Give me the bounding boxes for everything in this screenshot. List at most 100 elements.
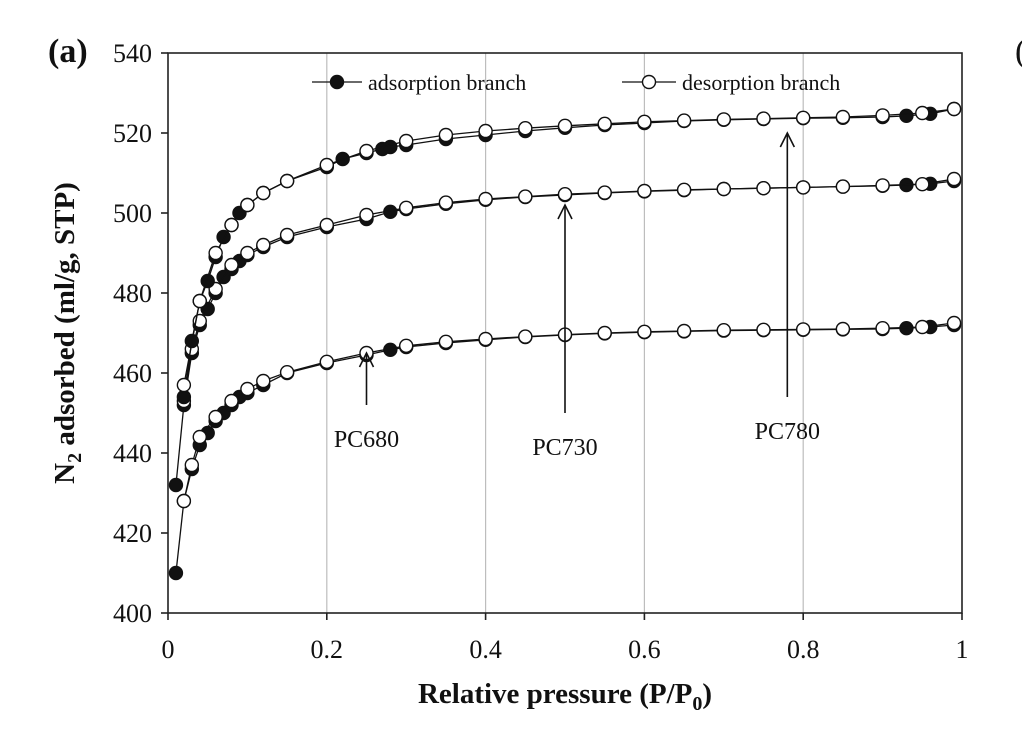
- x-tick-label-1: 0.2: [311, 635, 344, 664]
- point-pc730-desorption-2: [875, 178, 890, 193]
- annotation-label-pc780: PC780: [755, 419, 820, 445]
- point-pc780-desorption-22: [192, 293, 207, 309]
- point-pc780-desorption-7: [676, 113, 692, 128]
- legend-item-adsorption: adsorption branch: [312, 70, 526, 95]
- series-line-pc780-desorption: [183, 108, 955, 386]
- point-pc780-desorption-12: [478, 123, 493, 139]
- y-tick-label-1: 420: [113, 519, 152, 548]
- x-axis-title: Relative pressure (P/P0): [418, 678, 712, 715]
- point-pc680-desorption-12: [478, 331, 493, 347]
- clipped-panel-paren: (: [1015, 33, 1022, 70]
- point-pc680-desorption-8: [637, 324, 652, 339]
- point-pc680-desorption-24: [176, 493, 192, 509]
- point-pc680-desorption-23: [184, 457, 200, 473]
- point-pc730-desorption-19: [240, 245, 255, 261]
- point-pc680-desorption-5: [756, 322, 771, 337]
- point-pc730-desorption-10: [557, 186, 573, 202]
- point-pc730-desorption-12: [478, 191, 493, 207]
- annotation-label-pc730: PC730: [532, 435, 597, 461]
- legend: adsorption branch desorption branch: [312, 70, 840, 95]
- point-pc780-desorption-15: [359, 143, 374, 159]
- legend-marker-0: [329, 74, 345, 90]
- point-pc780-desorption-19: [240, 197, 255, 213]
- point-pc680-desorption-7: [676, 323, 692, 339]
- point-pc680-desorption-14: [399, 338, 414, 353]
- legend-label-1: desorption branch: [682, 70, 840, 95]
- point-pc780-desorption-13: [438, 127, 454, 143]
- annotation-pc730: PC730: [532, 203, 598, 461]
- point-pc780-desorption-23: [176, 377, 192, 393]
- point-pc730-desorption-5: [756, 180, 771, 196]
- point-pc780-desorption-2: [875, 108, 890, 123]
- panel-label: (a): [48, 33, 88, 70]
- annotation-arrow-head-1: [557, 203, 573, 220]
- point-pc680-desorption-9: [597, 325, 612, 341]
- point-pc780-adsorption-5: [216, 229, 231, 245]
- point-pc680-desorption-2: [875, 321, 890, 336]
- point-pc680-desorption-1: [915, 319, 930, 335]
- point-pc730-desorption-4: [796, 180, 811, 195]
- series-line-pc780-adsorption: [183, 108, 955, 398]
- y-tick-label-2: 440: [113, 439, 152, 468]
- point-pc780-desorption-10: [557, 118, 573, 134]
- point-pc780-desorption-20: [224, 217, 239, 233]
- point-pc680-desorption-6: [716, 323, 731, 338]
- annotation-arrow-head-0: [358, 351, 375, 368]
- point-pc780-desorption-9: [597, 116, 612, 132]
- point-pc680-desorption-11: [518, 329, 533, 344]
- point-pc730-desorption-16: [319, 217, 334, 233]
- annotation-arrow-head-2: [779, 131, 796, 148]
- legend-marker-1: [641, 74, 657, 90]
- point-pc730-desorption-13: [438, 195, 454, 210]
- point-pc780-adsorption-29: [899, 108, 914, 124]
- point-pc680-desorption-22: [192, 429, 207, 445]
- point-pc780-desorption-11: [518, 120, 533, 136]
- point-pc680-desorption-21: [208, 409, 223, 425]
- point-pc780-desorption-8: [637, 114, 652, 130]
- point-pc730-desorption-17: [279, 227, 295, 243]
- point-pc730-desorption-6: [716, 181, 731, 197]
- point-pc680-desorption-3: [835, 321, 851, 337]
- point-pc680-adsorption-0: [168, 565, 184, 581]
- x-tick-label-3: 0.6: [628, 635, 661, 664]
- point-pc780-desorption-5: [756, 111, 771, 126]
- point-pc780-desorption-3: [835, 109, 851, 125]
- point-pc680-desorption-20: [224, 393, 239, 409]
- x-tick-label-5: 1: [956, 635, 969, 664]
- series-pc780-desorption: [176, 101, 962, 393]
- series-pc730-desorption: [176, 171, 962, 409]
- point-pc680-desorption-13: [438, 334, 454, 349]
- point-pc730-desorption-20: [224, 257, 239, 273]
- point-pc680-desorption-16: [319, 354, 334, 369]
- point-pc730-desorption-8: [637, 183, 652, 199]
- plot-area-frame: [167, 52, 963, 614]
- point-pc730-desorption-14: [399, 200, 414, 216]
- annotation-pc680: PC680: [334, 351, 399, 453]
- y-tick-label-3: 460: [113, 359, 152, 388]
- series-pc780-adsorption: [176, 101, 962, 405]
- point-pc730-desorption-15: [359, 207, 374, 223]
- point-pc780-desorption-1: [915, 105, 930, 121]
- annotation-pc780: PC780: [755, 131, 820, 445]
- point-pc680-desorption-19: [240, 381, 255, 397]
- point-pc780-adsorption-0: [176, 389, 192, 405]
- point-pc780-desorption-14: [399, 133, 414, 149]
- point-pc780-desorption-21: [208, 245, 223, 261]
- point-pc780-adsorption-15: [383, 139, 398, 155]
- x-tick-label-4: 0.8: [787, 635, 820, 664]
- annotation-label-pc680: PC680: [334, 427, 399, 453]
- series-pc680-desorption: [176, 315, 962, 509]
- point-pc780-desorption-16: [319, 157, 334, 173]
- point-pc680-desorption-17: [279, 365, 295, 380]
- point-pc780-desorption-6: [716, 112, 731, 127]
- y-tick-label-6: 520: [113, 119, 152, 148]
- point-pc730-desorption-1: [915, 176, 930, 192]
- point-pc730-desorption-11: [518, 189, 533, 204]
- point-pc730-desorption-18: [256, 237, 271, 253]
- y-axis-title: N2 adsorbed (ml/g, STP): [49, 182, 86, 484]
- axis-ticks: 400 420 440 460 480 500 520 540 0 0.2 0.4 0.6 0.8 1: [113, 39, 969, 664]
- y-tick-label-4: 480: [113, 279, 152, 308]
- point-pc680-desorption-18: [256, 373, 271, 389]
- legend-label-0: adsorption branch: [368, 70, 526, 95]
